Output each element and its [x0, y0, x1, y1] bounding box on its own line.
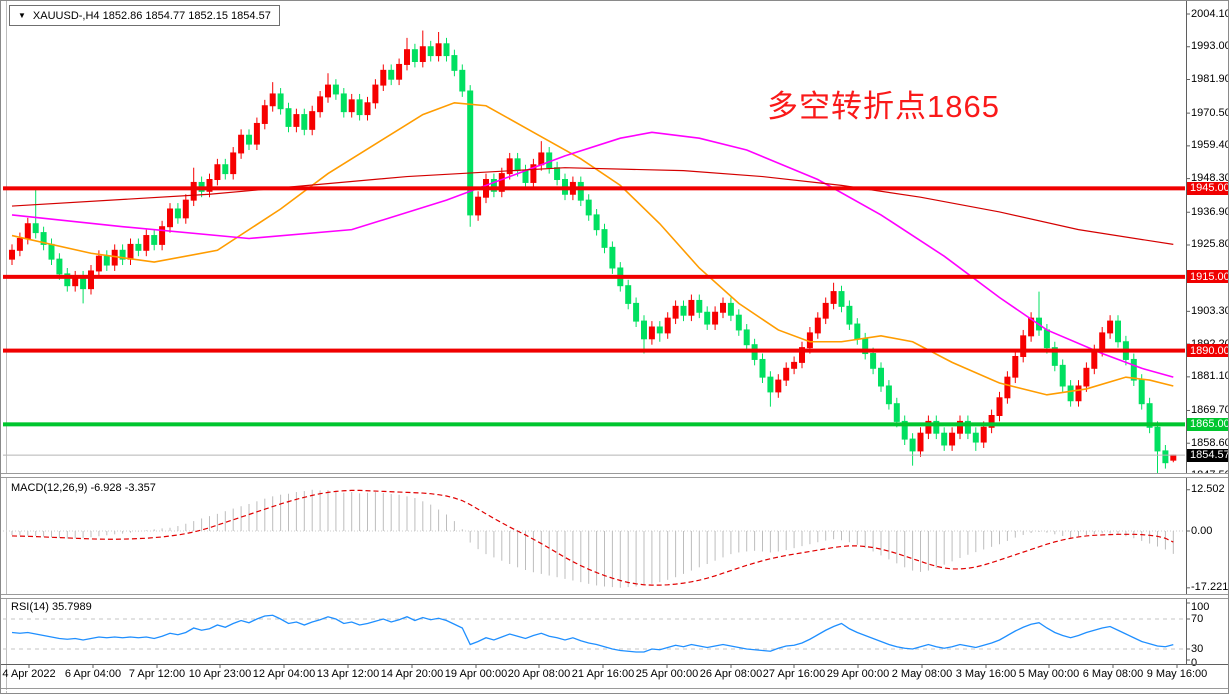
moving-averages-layer [11, 101, 1174, 396]
time-tick-label: 25 Apr 00:00 [635, 668, 699, 680]
time-axis-border [1, 664, 1228, 665]
price-tick-label: 1948.30 [1191, 172, 1229, 185]
price-tick-label: 1925.80 [1191, 238, 1229, 251]
macd-axis-label: 0.00 [1191, 524, 1213, 537]
window-inner-border [6, 1, 7, 693]
window-bottom-frame [1, 688, 1228, 689]
time-tick-label: 4 Apr 2022 [2, 668, 56, 680]
macd-indicator-label: MACD(12,26,9) -6.928 -3.357 [11, 482, 156, 494]
rsi-line [11, 614, 1174, 653]
time-tick-label: 7 Apr 12:00 [128, 668, 186, 680]
time-tick-label: 9 May 16:00 [1146, 668, 1208, 680]
ma-darkred [11, 167, 1174, 245]
rsi-axis-label: 30 [1191, 642, 1204, 655]
ma-magenta [11, 131, 1174, 378]
price-badge-1945.00: 1945.00 [1187, 181, 1228, 195]
rsi-indicator-label: RSI(14) 35.7989 [11, 601, 92, 613]
candles-layer[interactable] [9, 30, 1177, 475]
axis-ticks [28, 13, 1190, 668]
chart-text-annotation: 多空转折点1865 [767, 89, 1000, 124]
macd-layer[interactable] [11, 489, 1174, 588]
price-tick-label: 1903.30 [1191, 304, 1229, 317]
symbol-info-box[interactable]: ▼ XAUUSD-,H4 1852.86 1854.77 1852.15 185… [9, 5, 280, 26]
panel-splitter-rsi[interactable] [1, 594, 1228, 599]
time-tick-label: 6 Apr 04:00 [64, 668, 122, 680]
price-tick-label: 1869.70 [1191, 403, 1229, 416]
price-tick-label: 1981.90 [1191, 72, 1229, 85]
time-tick-label: 19 Apr 00:00 [444, 668, 508, 680]
price-badge-1854.57: 1854.57 [1187, 448, 1228, 462]
price-tick-label: 1858.60 [1191, 436, 1229, 449]
time-tick-label: 5 May 00:00 [1018, 668, 1080, 680]
price-tick-label: 1970.50 [1191, 106, 1229, 119]
time-tick-label: 10 Apr 23:00 [188, 668, 252, 680]
price-tick-label: 1993.00 [1191, 40, 1229, 53]
rsi-layer[interactable] [11, 614, 1174, 653]
indicator-level-lines [3, 530, 1185, 650]
time-tick-label: 13 Apr 12:00 [316, 668, 380, 680]
window-bottom-frame-gap [1, 690, 1228, 691]
time-tick-label: 26 Apr 08:00 [699, 668, 763, 680]
time-tick-label: 27 Apr 16:00 [762, 668, 826, 680]
time-tick-label: 6 May 08:00 [1082, 668, 1144, 680]
symbol-dropdown-arrow-icon[interactable]: ▼ [18, 10, 26, 20]
macd-signal-line [11, 489, 1174, 586]
hlines-layer[interactable] [3, 186, 1185, 427]
time-tick-label: 14 Apr 20:00 [380, 668, 444, 680]
rsi-axis-label: 100 [1191, 601, 1210, 613]
price-tick-label: 1959.40 [1191, 139, 1229, 152]
price-badge-1890.00: 1890.00 [1187, 344, 1228, 358]
price-tick-label: 2004.10 [1191, 7, 1229, 20]
time-tick-label: 21 Apr 16:00 [571, 668, 635, 680]
time-tick-label: 20 Apr 08:00 [507, 668, 571, 680]
macd-axis-label: -17.221 [1191, 581, 1229, 594]
price-badge-1865.00: 1865.00 [1187, 417, 1228, 431]
price-tick-label: 1881.10 [1191, 370, 1229, 383]
price-badge-1915.00: 1915.00 [1187, 270, 1228, 284]
rsi-axis-label: 70 [1191, 612, 1204, 625]
price-tick-label: 1936.90 [1191, 205, 1229, 218]
symbol-ohlc-label: XAUUSD-,H4 1852.86 1854.77 1852.15 1854.… [32, 9, 271, 22]
rsi-axis-label: 0 [1191, 657, 1198, 669]
macd-axis-label: 12.502 [1191, 483, 1225, 496]
panel-splitter-macd[interactable] [1, 473, 1228, 478]
price-axis-border [1186, 1, 1187, 664]
time-tick-label: 2 May 08:00 [891, 668, 953, 680]
ma-orange [11, 101, 1174, 396]
time-tick-label: 3 May 16:00 [955, 668, 1017, 680]
time-tick-label: 12 Apr 04:00 [252, 668, 316, 680]
time-tick-label: 29 Apr 00:00 [826, 668, 890, 680]
